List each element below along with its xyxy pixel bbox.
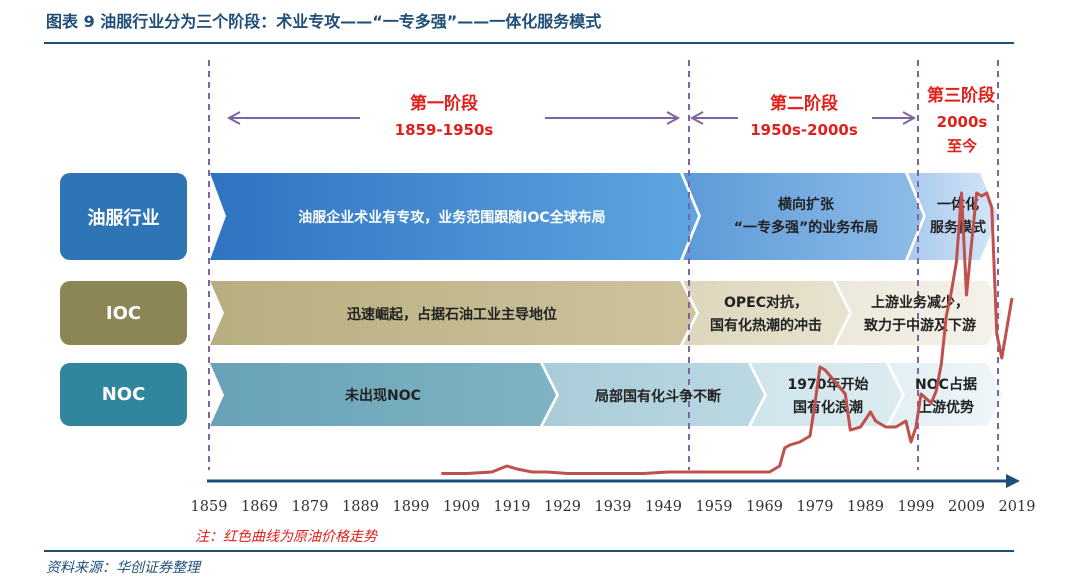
x-tick-label: 1959: [696, 499, 733, 515]
row-label-ioc: IOC: [60, 281, 187, 345]
stage1-title: 第一阶段: [410, 93, 478, 114]
chevron-noc-seg4: [889, 363, 1003, 426]
stage1-period: 1859-1950s: [395, 121, 494, 139]
stage2-period: 1950s-2000s: [750, 121, 858, 139]
x-tick-label: 1929: [544, 499, 581, 515]
oilfield-stage2-text-line1: 横向扩张: [778, 196, 835, 213]
x-tick-label: 1859: [191, 499, 228, 515]
noc-seg1-text: 未出现NOC: [345, 387, 421, 404]
ioc-stage3-text-line1: 上游业务减少，: [871, 294, 969, 311]
stage3-period-line2: 至今: [947, 137, 977, 155]
figure-title: 图表 9 油服行业分为三个阶段：术业专攻——“一专多强”——一体化服务模式: [46, 12, 602, 31]
oilfield-stage3-text-line1: 一体化: [937, 196, 979, 213]
stage1-span-arrow: [226, 111, 681, 125]
noc-seg4-text-line1: NOC占据: [915, 376, 977, 393]
noc-seg2-text: 局部国有化斗争不断: [595, 388, 721, 405]
row-label-oilfield-service: 油服行业: [60, 173, 187, 260]
x-tick-label: 2019: [999, 499, 1036, 515]
chevron-oilfield-stage2: [683, 173, 923, 260]
chevron-ioc-stage1: [210, 281, 696, 345]
x-tick-label: 1909: [443, 499, 480, 515]
x-tick-label: 1919: [494, 499, 531, 515]
chevron-ioc-stage3: [836, 281, 1003, 345]
source-rule: [44, 550, 1014, 552]
ioc-stage2-text-line2: 国有化热潮的冲击: [710, 317, 822, 334]
oilfield-stage2-text-line2: “一专多强”的业务布局: [734, 219, 878, 236]
x-tick-label: 1869: [241, 499, 278, 515]
chevron-oilfield-stage1: [210, 173, 698, 260]
stage3-title: 第三阶段: [927, 85, 995, 106]
stage3-period-line1: 2000s: [937, 113, 988, 131]
x-axis-arrowhead: [1006, 474, 1020, 488]
chevron-noc-seg2: [543, 363, 764, 426]
chevron-noc-seg1: [210, 363, 556, 426]
x-tick-label: 1879: [292, 499, 329, 515]
x-tick-label: 1979: [797, 499, 834, 515]
noc-seg3-text-line2: 国有化浪潮: [793, 399, 863, 416]
oilfield-stage1-text: 油服企业术业有专攻，业务范围跟随IOC全球布局: [298, 209, 605, 226]
x-tick-label: 1939: [595, 499, 632, 515]
x-tick-labels: 1859 1869 1879 1889 1899 1909 1919 1929 1939 1949…: [191, 499, 1036, 515]
crude-oil-price-line: [441, 191, 1014, 475]
chart-note: 注：红色曲线为原油价格走势: [195, 529, 377, 545]
chevron-ioc-stage2: [683, 281, 849, 345]
ioc-stage3-text-line2: 致力于中游及下游: [864, 317, 976, 334]
chevron-noc-seg3: [751, 363, 902, 426]
stage2-title: 第二阶段: [770, 93, 838, 114]
x-tick-label: 1949: [645, 499, 682, 515]
x-tick-label: 1899: [393, 499, 430, 515]
ioc-stage1-text: 迅速崛起，占据石油工业主导地位: [347, 306, 557, 323]
stage2-span-arrow: [689, 111, 917, 125]
noc-seg3-text-line1: 1970年开始: [788, 376, 869, 393]
x-tick-label: 1889: [342, 499, 379, 515]
x-tick-label: 1989: [847, 499, 884, 515]
x-tick-label: 1969: [746, 499, 783, 515]
x-tick-label: 1999: [898, 499, 935, 515]
x-tick-label: 2009: [948, 499, 985, 515]
noc-seg4-text-line2: 上游优势: [918, 399, 974, 416]
source-text: 资料来源：华创证券整理: [46, 560, 200, 576]
row-label-noc: NOC: [60, 363, 187, 426]
ioc-stage2-text-line1: OPEC对抗，: [724, 294, 808, 311]
title-rule: [44, 42, 1014, 44]
